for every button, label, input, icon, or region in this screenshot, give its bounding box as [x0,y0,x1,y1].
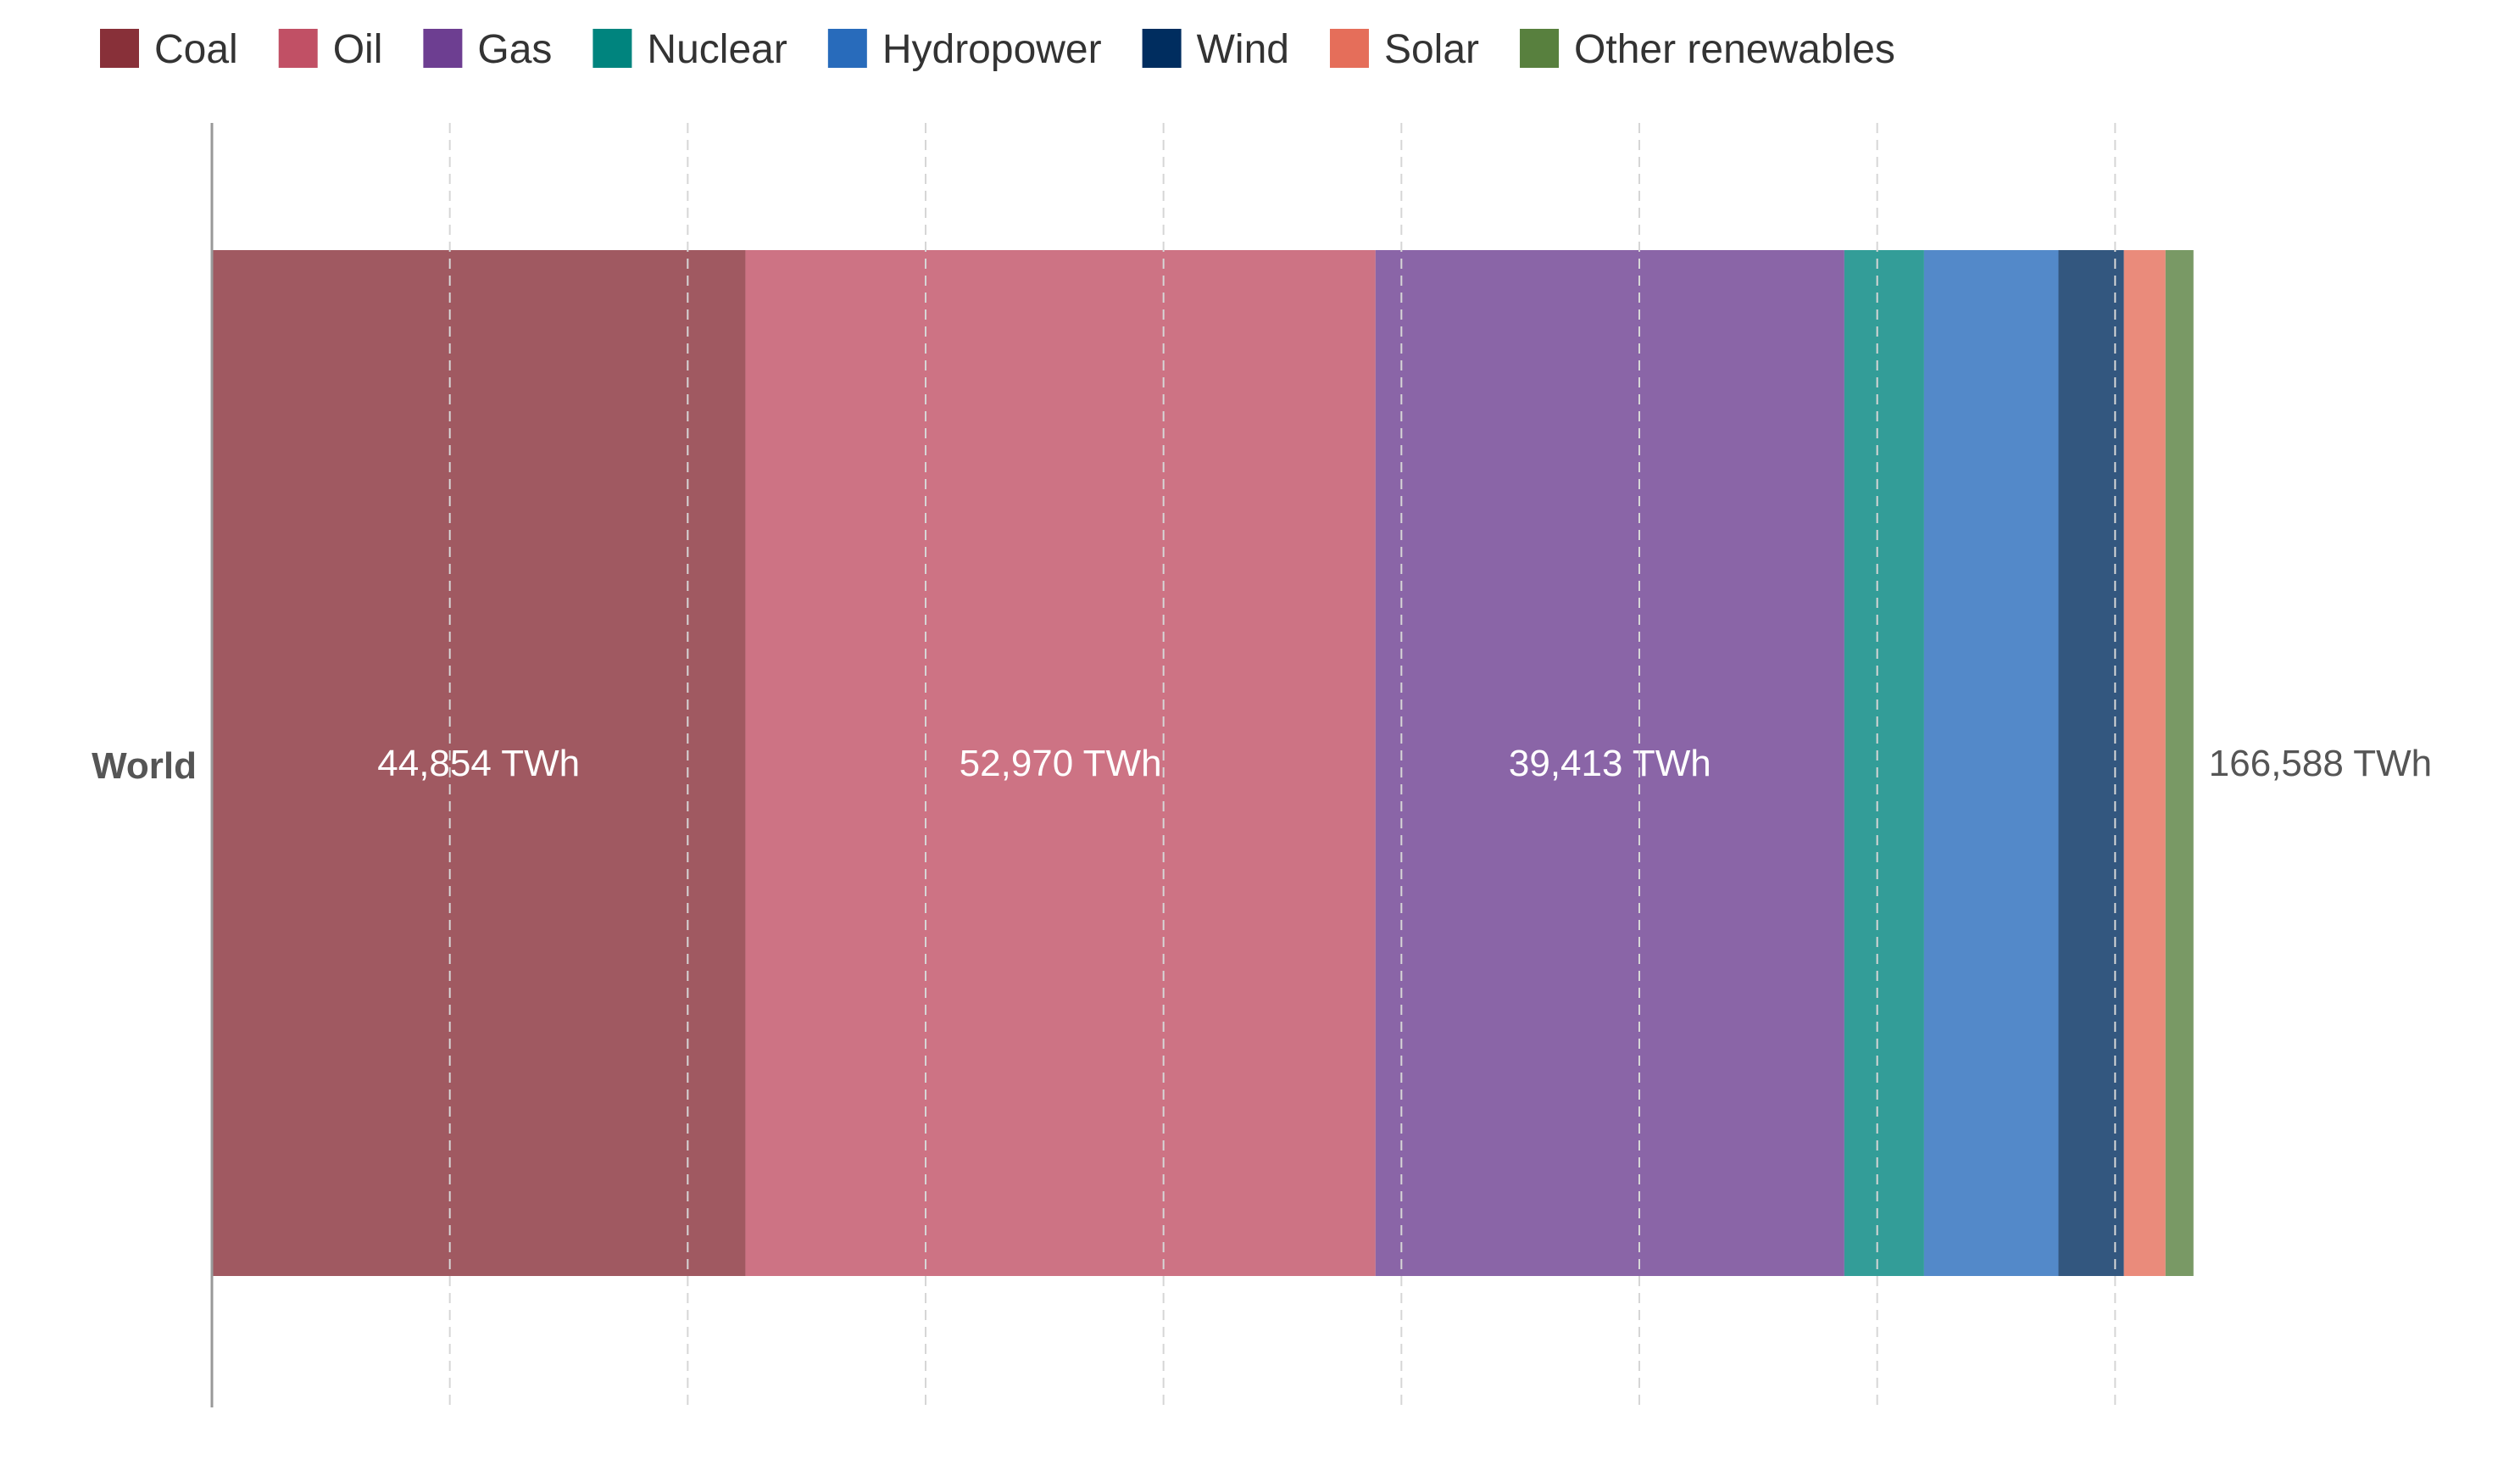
bar-segment-oil[interactable] [745,250,1376,1276]
bar-segment-wind[interactable] [2058,250,2124,1276]
bar-segment-other-renewables[interactable] [2165,250,2194,1276]
bar-segments [212,250,2194,1276]
bar-segment-hydropower[interactable] [1923,250,2059,1276]
data-label-coal: 44,854 TWh [377,743,580,784]
legend-label-6: Solar [1384,27,1479,72]
legend-swatch-2 [423,29,463,68]
legend-label-1: Oil [333,27,383,72]
legend-label-7: Other renewables [1574,27,1895,72]
total-label: 166,588 TWh [2209,743,2432,784]
legend-swatch-4 [827,29,867,68]
legend-swatch-0 [100,29,139,68]
legend-swatch-1 [278,29,318,68]
gridlines [448,123,2117,1407]
legend-swatch-3 [592,29,632,68]
bar-segment-coal[interactable] [212,250,746,1276]
data-label-gas: 39,413 TWh [1509,743,1711,784]
legend-label-5: Wind [1197,27,1289,72]
category-label-world: World [92,745,197,787]
legend-swatch-5 [1142,29,1182,68]
legend: Coal Oil Gas Nuclear Hydropower Wind Solar Othe… [100,27,1895,72]
bar-segment-solar[interactable] [2123,250,2166,1276]
data-label-oil: 52,970 TWh [960,743,1162,784]
bar-segment-nuclear[interactable] [1844,250,1924,1276]
legend-label-2: Gas [477,27,552,72]
legend-label-0: Coal [154,27,238,72]
legend-swatch-7 [1520,29,1560,68]
bar-segment-gas[interactable] [1375,250,1844,1276]
data-labels: 44,854 TWh 52,970 TWh 39,413 TWh [377,743,1711,784]
legend-label-3: Nuclear [647,27,787,72]
legend-swatch-6 [1329,29,1369,68]
legend-label-4: Hydropower [882,27,1102,72]
